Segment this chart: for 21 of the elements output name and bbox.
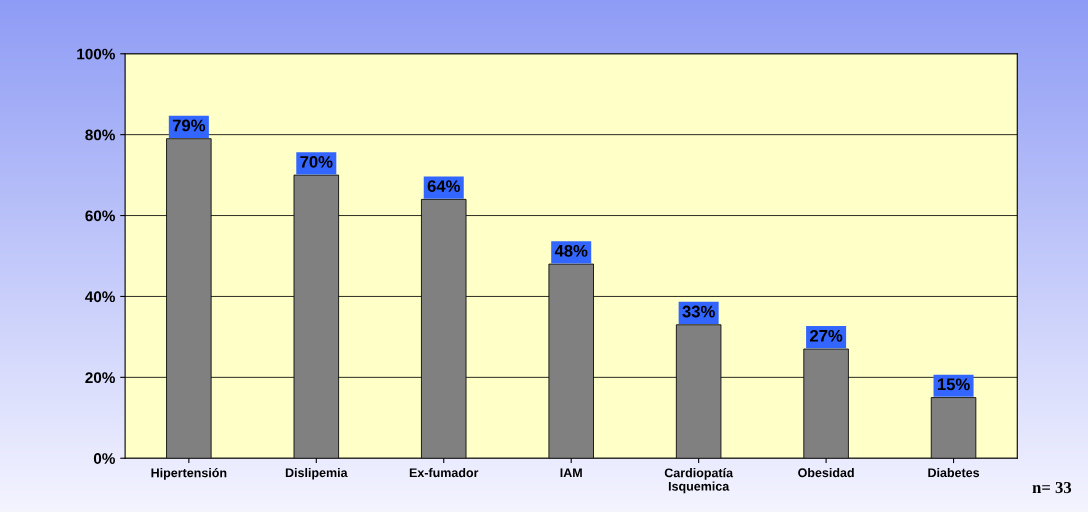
y-tick-label: 60% bbox=[85, 210, 115, 222]
data-label: 33% bbox=[682, 305, 715, 318]
y-tick-label: 0% bbox=[93, 453, 115, 464]
x-tick-label: Hipertensión bbox=[151, 467, 227, 480]
data-label: 79% bbox=[172, 119, 206, 132]
y-tick-label: 80% bbox=[85, 129, 115, 141]
data-label: 70% bbox=[300, 155, 333, 168]
data-label: 27% bbox=[810, 329, 843, 342]
data-label: 64% bbox=[427, 180, 460, 193]
x-tick-label: Dislipemia bbox=[285, 467, 348, 480]
x-tick-label: Ex-fumador bbox=[409, 467, 479, 478]
data-label: 15% bbox=[937, 378, 970, 391]
x-tick-label: IAM bbox=[560, 468, 582, 478]
x-tick-label: Cardiopatía Isquemica bbox=[664, 467, 734, 494]
y-tick-label: 20% bbox=[85, 372, 115, 384]
y-tick-label: 40% bbox=[85, 291, 115, 303]
text: n= 33 bbox=[1032, 481, 1072, 494]
y-tick-label: 100% bbox=[77, 48, 115, 60]
data-label: 48% bbox=[554, 244, 588, 257]
x-tick-label: Obesidad bbox=[798, 467, 854, 478]
x-tick-label: Diabetes bbox=[928, 467, 980, 478]
